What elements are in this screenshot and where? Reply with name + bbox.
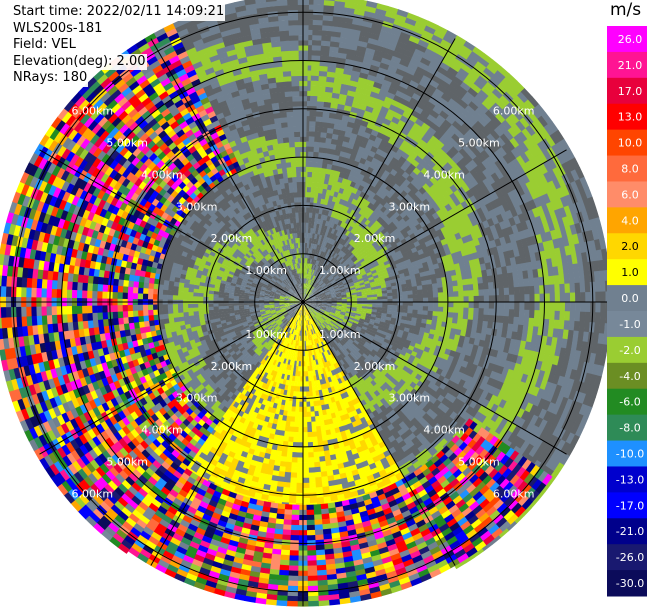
colorbar-segment-4 (607, 129, 647, 157)
range-label-2km-2: 2.00km (211, 360, 253, 373)
range-label-4km-2: 4.00km (141, 424, 183, 437)
colorbar-segment-3 (607, 103, 647, 131)
colorbar-segment-8 (607, 233, 647, 260)
colorbar-tick-10: 0.0 (621, 292, 639, 305)
colorbar-tick-9: 1.0 (621, 266, 639, 279)
colorbar-segment-14 (607, 388, 647, 416)
colorbar-tick-1: 21.0 (618, 59, 643, 72)
colorbar-segment-13 (607, 362, 647, 390)
colorbar-tick-8: 2.0 (621, 240, 639, 253)
range-label-3km-2: 3.00km (176, 392, 218, 405)
colorbar-segment-1 (607, 51, 647, 79)
colorbar-tick-15: -8.0 (619, 422, 640, 435)
colorbar-tick-5: 8.0 (621, 163, 639, 176)
range-label-2km-0: 2.00km (211, 232, 253, 245)
colorbar-segment-5 (607, 155, 647, 182)
colorbar-tick-17: -13.0 (616, 473, 644, 486)
colorbar-tick-13: -4.0 (619, 370, 640, 383)
range-label-3km-0: 3.00km (176, 200, 218, 213)
colorbar-segment-10 (607, 285, 647, 312)
colorbar-tick-2: 17.0 (618, 85, 643, 98)
range-label-1km-1: 1.00km (319, 264, 361, 277)
colorbar-tick-11: -1.0 (619, 318, 640, 331)
colorbar-tick-0: 26.0 (618, 33, 643, 46)
instrument-text: WLS200s-181 (12, 20, 104, 37)
colorbar-tick-16: -10.0 (616, 448, 644, 461)
field-text: Field: VEL (12, 37, 77, 54)
colorbar-segment-11 (607, 311, 647, 338)
colorbar-segment-15 (607, 414, 647, 442)
info-box: Start time: 2022/02/11 14:09:21 WLS200s-… (12, 4, 226, 87)
range-label-4km-1: 4.00km (423, 168, 465, 181)
colorbar-tick-18: -17.0 (616, 499, 644, 512)
colorbar: 26.0 21.0 17.0 13.0 10.0 8.0 6.0 4.0 2.0 1.0 0.0 -1… (607, 26, 647, 597)
range-label-6km-0: 6.00km (72, 105, 114, 118)
range-label-6km-1: 6.00km (493, 105, 535, 118)
range-label-3km-3: 3.00km (389, 392, 431, 405)
range-label-1km-0: 1.00km (245, 264, 287, 277)
colorbar-segment-19 (607, 518, 647, 545)
colorbar-tick-4: 10.0 (618, 137, 643, 150)
range-label-2km-3: 2.00km (354, 360, 396, 373)
range-label-3km-1: 3.00km (389, 200, 431, 213)
colorbar-tick-12: -2.0 (619, 344, 640, 357)
range-label-5km-2: 5.00km (106, 455, 148, 468)
colorbar-segment-18 (607, 492, 647, 519)
colorbar-tick-21: -30.0 (616, 577, 644, 590)
colorbar-tick-6: 6.0 (621, 188, 639, 201)
colorbar-segment-6 (607, 181, 647, 208)
colorbar-segment-9 (607, 259, 647, 286)
colorbar-segment-17 (607, 466, 647, 493)
colorbar-tick-3: 13.0 (618, 111, 643, 124)
colorbar-tick-19: -21.0 (616, 525, 644, 538)
elevation-text: Elevation(deg): 2.00 (12, 53, 147, 70)
range-label-6km-3: 6.00km (493, 487, 535, 500)
colorbar-segment-2 (607, 77, 647, 105)
range-label-1km-3: 1.00km (319, 328, 361, 341)
colorbar-segment-0 (607, 26, 647, 53)
colorbar-segment-7 (607, 207, 647, 234)
range-label-1km-2: 1.00km (245, 328, 287, 341)
colorbar-segment-21 (607, 570, 647, 597)
colorbar-tick-20: -26.0 (616, 551, 644, 564)
azimuth-spoke-150 (150, 38, 456, 566)
colorbar-tick-14: -6.0 (619, 396, 640, 409)
range-label-2km-1: 2.00km (354, 232, 396, 245)
range-label-4km-3: 4.00km (423, 424, 465, 437)
range-ring-labels: 1.00km 1.00km 1.00km 1.00km 2.00km 2.00km 2.00… (72, 105, 535, 501)
range-label-4km-0: 4.00km (141, 168, 183, 181)
range-label-5km-1: 5.00km (458, 137, 500, 150)
colorbar-title: m/s (610, 0, 642, 20)
colorbar-segment-12 (607, 336, 647, 364)
range-label-6km-2: 6.00km (72, 487, 114, 500)
nrays-text: NRays: 180 (12, 70, 89, 87)
colorbar-segment-20 (607, 544, 647, 571)
range-label-5km-3: 5.00km (458, 455, 500, 468)
range-label-5km-0: 5.00km (106, 137, 148, 150)
colorbar-segment-16 (607, 440, 647, 467)
azimuth-spokes (0, 0, 608, 607)
colorbar-tick-7: 4.0 (621, 214, 639, 227)
start-time-text: Start time: 2022/02/11 14:09:21 (12, 4, 226, 21)
